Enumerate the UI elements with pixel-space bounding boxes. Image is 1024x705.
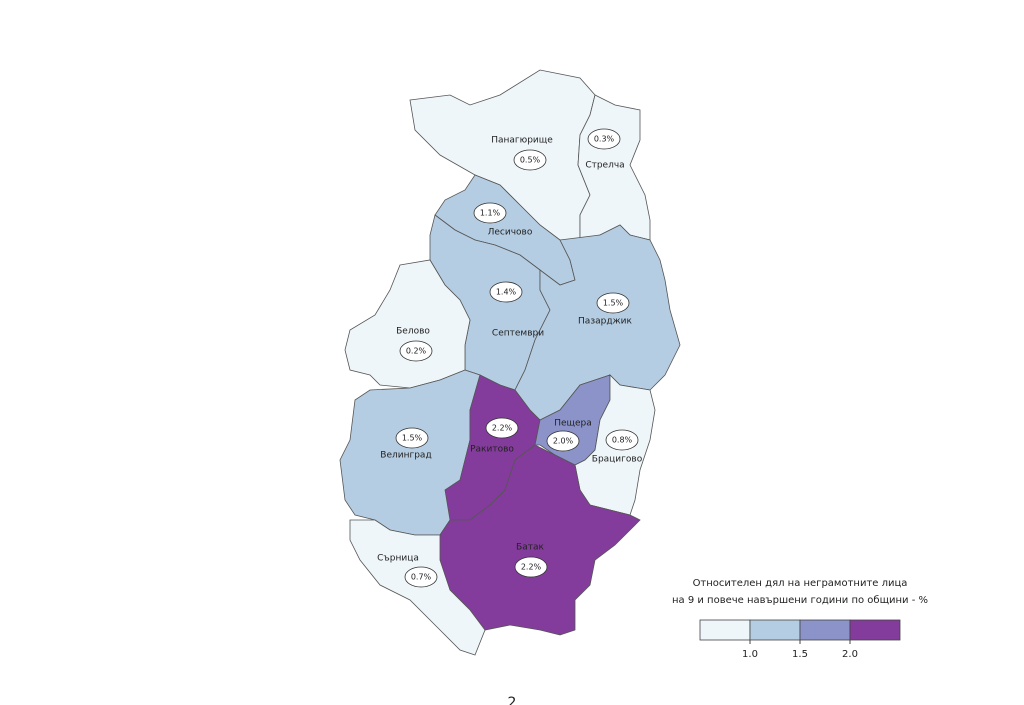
legend-tick-label: 2.0 bbox=[842, 649, 858, 660]
value-label: 2.2% bbox=[521, 563, 542, 572]
region-name: Панагюрище bbox=[491, 136, 553, 146]
value-badge bbox=[399, 340, 433, 362]
value-label: 0.3% bbox=[594, 135, 615, 144]
value-label: 1.5% bbox=[603, 299, 624, 308]
value-badge bbox=[404, 566, 438, 588]
region bbox=[349, 519, 486, 656]
value-badge bbox=[485, 417, 519, 439]
value-badge bbox=[605, 429, 639, 451]
legend-swatch bbox=[699, 619, 751, 641]
legend: Относителен дял на неграмотните лица на 9… bbox=[672, 578, 928, 660]
region-name: Пазарджик bbox=[578, 317, 632, 327]
region-name: Стрелча bbox=[585, 161, 624, 171]
value-badge bbox=[596, 292, 630, 314]
value-badge bbox=[473, 202, 507, 224]
region-name: Септември bbox=[492, 329, 544, 339]
legend-title: на 9 и повече навършени години по общини… bbox=[672, 595, 928, 606]
region-name: Сърница bbox=[377, 554, 419, 564]
legend-title: Относителен дял на неграмотните лица bbox=[693, 578, 908, 589]
value-label: 0.8% bbox=[612, 436, 633, 445]
legend-tick-label: 1.5 bbox=[792, 649, 808, 660]
region bbox=[439, 444, 641, 636]
value-label: 1.4% bbox=[496, 288, 517, 297]
value-badge bbox=[514, 556, 548, 578]
value-badge bbox=[489, 281, 523, 303]
legend-tick-label: 1.0 bbox=[742, 649, 758, 660]
region-name: Брацигово bbox=[592, 455, 643, 465]
value-badge bbox=[546, 430, 580, 452]
region-name: Белово bbox=[396, 327, 430, 337]
value-label: 0.2% bbox=[406, 347, 427, 356]
legend-swatch bbox=[849, 619, 901, 641]
value-label: 2.0% bbox=[553, 437, 574, 446]
region-name: Пещера bbox=[554, 419, 592, 429]
legend-swatch bbox=[799, 619, 851, 641]
region-name: Велинград bbox=[380, 451, 431, 461]
value-label: 1.5% bbox=[402, 434, 423, 443]
regions bbox=[339, 69, 681, 656]
value-badge bbox=[587, 128, 621, 150]
value-label: 0.7% bbox=[411, 573, 432, 582]
legend-swatch bbox=[749, 619, 801, 641]
region-name: Батак bbox=[516, 543, 544, 553]
page-number: 2 bbox=[508, 695, 517, 705]
value-badge bbox=[395, 427, 429, 449]
value-label: 2.2% bbox=[492, 424, 513, 433]
region-name: Ракитово bbox=[470, 445, 514, 455]
region-name: Лесичово bbox=[488, 228, 533, 238]
value-label: 0.5% bbox=[520, 156, 541, 165]
value-label: 1.1% bbox=[480, 209, 501, 218]
value-badge bbox=[513, 149, 547, 171]
